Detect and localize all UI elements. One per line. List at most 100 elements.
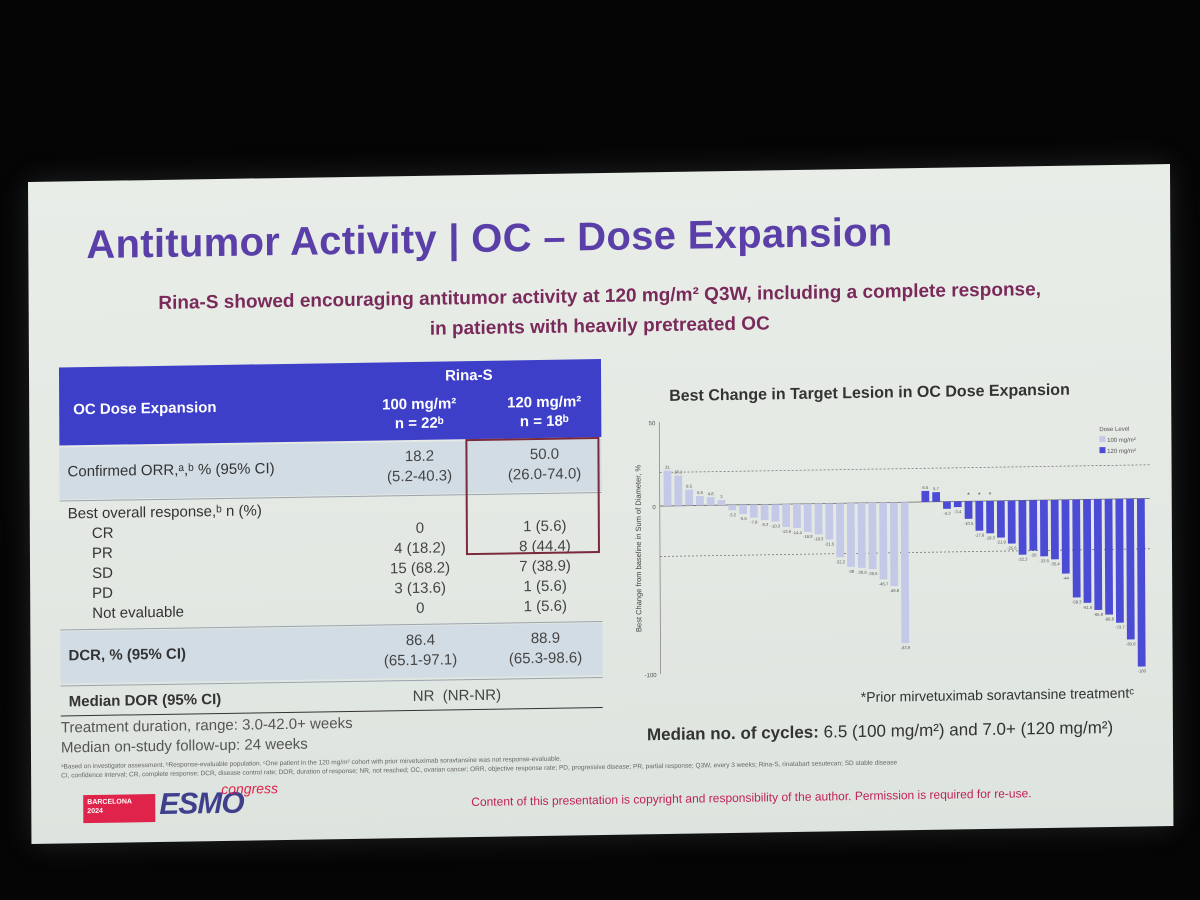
chart-bar (996, 500, 1005, 538)
response-label: PD (92, 584, 114, 602)
orr-col1-ci: (5.2-40.3) (386, 467, 453, 486)
chart-bar (1136, 498, 1146, 667)
bar-value-label: -5.5 (739, 516, 747, 521)
chart-bar (825, 503, 834, 540)
median-cycles: Median no. of cycles: 6.5 (100 mg/m²) an… (647, 718, 1113, 745)
reference-line (659, 464, 1150, 473)
logo-city-badge: BARCELONA 2024 (83, 794, 156, 824)
dcr-label: DCR, % (95% CI) (68, 645, 187, 665)
y-tick-label: 50 (649, 421, 656, 427)
chart-bar (728, 504, 737, 511)
dor-label: Median DOR (95% CI) (68, 690, 222, 711)
response-col2: 1 (5.6) (523, 577, 567, 596)
legend-label-120: 120 mg/m² (1107, 448, 1136, 456)
chart-bar (674, 475, 683, 506)
bar-value-label: -58.3 (1072, 599, 1082, 604)
chart-bar (889, 502, 899, 587)
bar-value-label: -83.9 (901, 645, 911, 650)
chart-bar (814, 503, 823, 535)
bar-value-label: -16.8 (803, 534, 813, 539)
response-col1: 15 (68.2) (389, 559, 451, 578)
chart-bar (846, 503, 855, 567)
bar-value-label: -13.6 (781, 529, 791, 534)
chart-bar (986, 500, 995, 534)
bar-value-label: -3.4 (954, 509, 962, 514)
chart-bar (879, 502, 888, 580)
prior-treatment-note: *Prior mirvetuximab soravtansine treatme… (860, 684, 1135, 705)
legend-item-120: 120 mg/m² (1099, 447, 1136, 456)
orr-label: Confirmed ORR,ᵃ,ᵇ % (95% CI) (67, 460, 275, 481)
response-col1: 3 (13.6) (394, 579, 447, 598)
chart-bar (760, 504, 769, 521)
bar-value-label: 5.6 (697, 490, 704, 495)
y-axis-line (658, 422, 662, 675)
table-header: Rina-S OC Dose Expansion 100 mg/m² n = 2… (58, 359, 602, 446)
bar-value-label: -10.3 (771, 523, 781, 528)
chart-bar (717, 500, 726, 506)
header-col2-n: n = 18ᵇ (519, 412, 569, 431)
bar-value-label: -30 (1030, 553, 1037, 558)
bar-value-label: -100 (1138, 668, 1147, 673)
header-group-label: Rina-S (444, 366, 493, 385)
bar-value-label: -65.9 (1094, 612, 1104, 617)
dor-value: NR (NR-NR) (412, 686, 502, 705)
table-row-dcr: DCR, % (95% CI) 86.4 (65.1-97.1) 88.9 (6… (60, 622, 603, 684)
chart-bar (771, 504, 780, 522)
bar-value-label: -9.3 (761, 522, 769, 527)
copyright-notice: Content of this presentation is copyrigh… (471, 786, 1032, 810)
chart-bar (868, 502, 877, 570)
chart-bar (900, 502, 910, 644)
bar-value-label: -73.7 (1115, 625, 1125, 630)
orr-col1: 18.2 (404, 447, 435, 466)
dcr-col1: 86.4 (405, 631, 436, 650)
y-axis-label: Best Change from baseline in Sum of Diam… (634, 464, 644, 632)
chart-bar (964, 501, 973, 519)
response-label: SD (92, 564, 113, 582)
chart-bar (921, 490, 930, 502)
slide-title: Antitumor Activity | OC – Dose Expansion (86, 210, 893, 268)
waterfall-chart: 50 0 -100 Best Change from baseline in Sum … (634, 421, 1150, 679)
bar-value-label: -3.2 (729, 512, 737, 517)
bar-value-label: -68.8 (1104, 617, 1114, 622)
highlight-box-120mg (465, 437, 600, 556)
chart-bar (1061, 499, 1070, 574)
logo-congress-text: congress (221, 780, 279, 797)
treatment-duration: Treatment duration, range: 3.0-42.0+ wee… (60, 714, 353, 737)
chart-bar (1115, 498, 1124, 623)
chart-bar (1072, 499, 1081, 598)
cycles-label: Median no. of cycles: (646, 722, 819, 745)
bar-value-label: -44 (1063, 576, 1070, 581)
chart-bar (706, 497, 715, 506)
response-col2: 7 (38.9) (519, 557, 571, 576)
bor-label: Best overall response,ᵇ n (%) (67, 502, 262, 523)
legend-swatch-120 (1099, 447, 1106, 454)
dcr-col2: 88.9 (530, 629, 561, 648)
chart-bar (836, 503, 845, 558)
legend-title: Dose Level (1099, 426, 1130, 434)
header-col1-n: n = 22ᵇ (394, 414, 444, 433)
chart-bar (1104, 498, 1114, 615)
chart-bar (975, 501, 984, 531)
response-col2: 1 (5.6) (523, 597, 567, 616)
chart-bar (696, 495, 704, 506)
bar-value-label: -25.6 (1007, 545, 1017, 550)
followup: Median on-study follow-up: 24 weeks (60, 735, 308, 757)
legend-item-100: 100 mg/m² (1099, 436, 1136, 445)
bar-value-label: -38.6 (857, 570, 867, 575)
bar-value-label: -35.4 (1050, 561, 1060, 566)
bar-value-label: -19.3 (985, 535, 995, 540)
header-row-label: OC Dose Expansion (73, 399, 217, 419)
dcr-col2-ci: (65.3-98.6) (508, 649, 583, 668)
chart-legend: Dose Level 100 mg/m² 120 mg/m² (1099, 427, 1136, 456)
legend-label-100: 100 mg/m² (1107, 437, 1136, 445)
bar-value-label: 9.5 (686, 484, 693, 489)
y-tick-label: 0 (652, 505, 656, 511)
bar-value-label: -32.3 (1018, 557, 1028, 562)
bar-value-label: -4.3 (943, 511, 951, 516)
chart-bar (953, 501, 962, 508)
bar-value-label: -7.8 (750, 520, 758, 525)
header-col1-dose: 100 mg/m² (382, 395, 457, 414)
chart-bar (1093, 499, 1103, 610)
bar-value-label: -17.6 (975, 533, 985, 538)
prior-mirv-marker: * (967, 492, 970, 499)
